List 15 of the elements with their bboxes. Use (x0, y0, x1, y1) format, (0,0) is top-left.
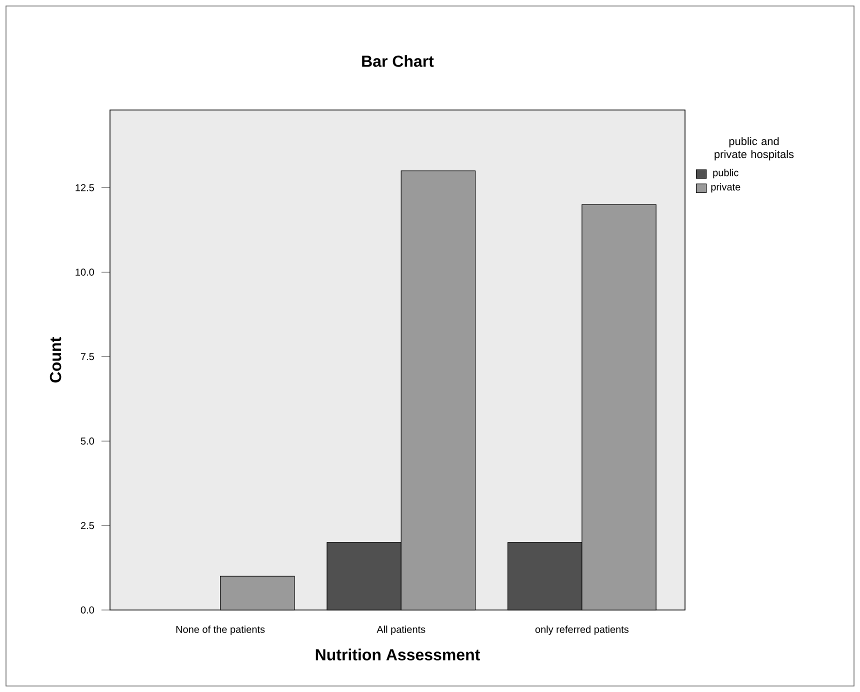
y-tick-label: 7.5 (81, 353, 94, 360)
legend-title: public and private hospitals (714, 137, 794, 160)
y-tick-label: 2.5 (81, 522, 94, 530)
x-tick-label: only referred patients (535, 626, 629, 635)
x-axis-title: Nutrition Assessment (316, 648, 480, 660)
y-tick-label: 10.0 (76, 268, 94, 276)
y-tick-label: 0.0 (80, 606, 94, 614)
y-tick-label: 12.5 (76, 184, 94, 192)
y-tick-label: 5.0 (80, 438, 94, 445)
x-tick-label: All patients (376, 626, 426, 635)
chart-title: Bar Chart (362, 55, 434, 67)
y-axis-title: Count (50, 337, 62, 382)
x-tick-label: None of the patients (176, 626, 265, 635)
legend-label: private (711, 183, 740, 192)
legend-label: public (713, 168, 738, 178)
